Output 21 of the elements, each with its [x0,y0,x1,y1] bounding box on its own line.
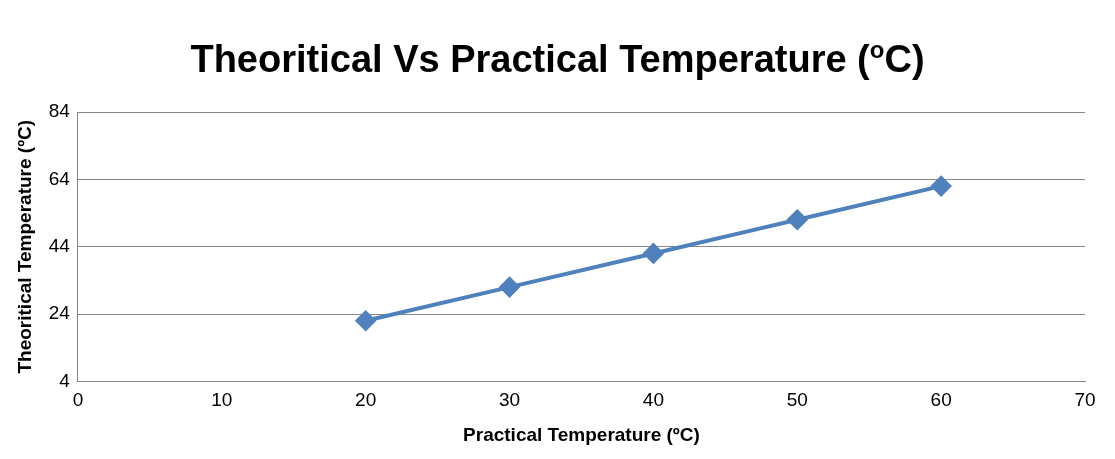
x-tick-label: 10 [211,389,233,411]
x-tick-label: 0 [72,389,84,411]
x-tick-label: 50 [786,389,808,411]
y-axis-title: Theoritical Temperature (ºC) [13,119,35,374]
point [643,243,664,264]
x-axis-title: Practical Temperature (ºC) [463,423,700,445]
y-tick-label: 44 [48,234,71,256]
x-tick-label: 30 [498,389,521,411]
point [931,176,952,197]
point [499,277,520,298]
y-tick-label: 24 [48,302,71,324]
chart-title: Theoritical Vs Practical Temperature ($^{o}$C) [189,36,926,81]
x-tick-label: 40 [642,389,664,411]
y-tick-label: 4 [59,369,71,391]
point [787,209,808,230]
y-tick-label: 64 [48,167,71,189]
x-tick-label: 20 [355,389,377,411]
x-tick-label: 70 [1074,389,1096,411]
x-tick-label: 60 [930,389,952,411]
y-tick-label: 84 [48,100,71,122]
point [355,310,376,331]
